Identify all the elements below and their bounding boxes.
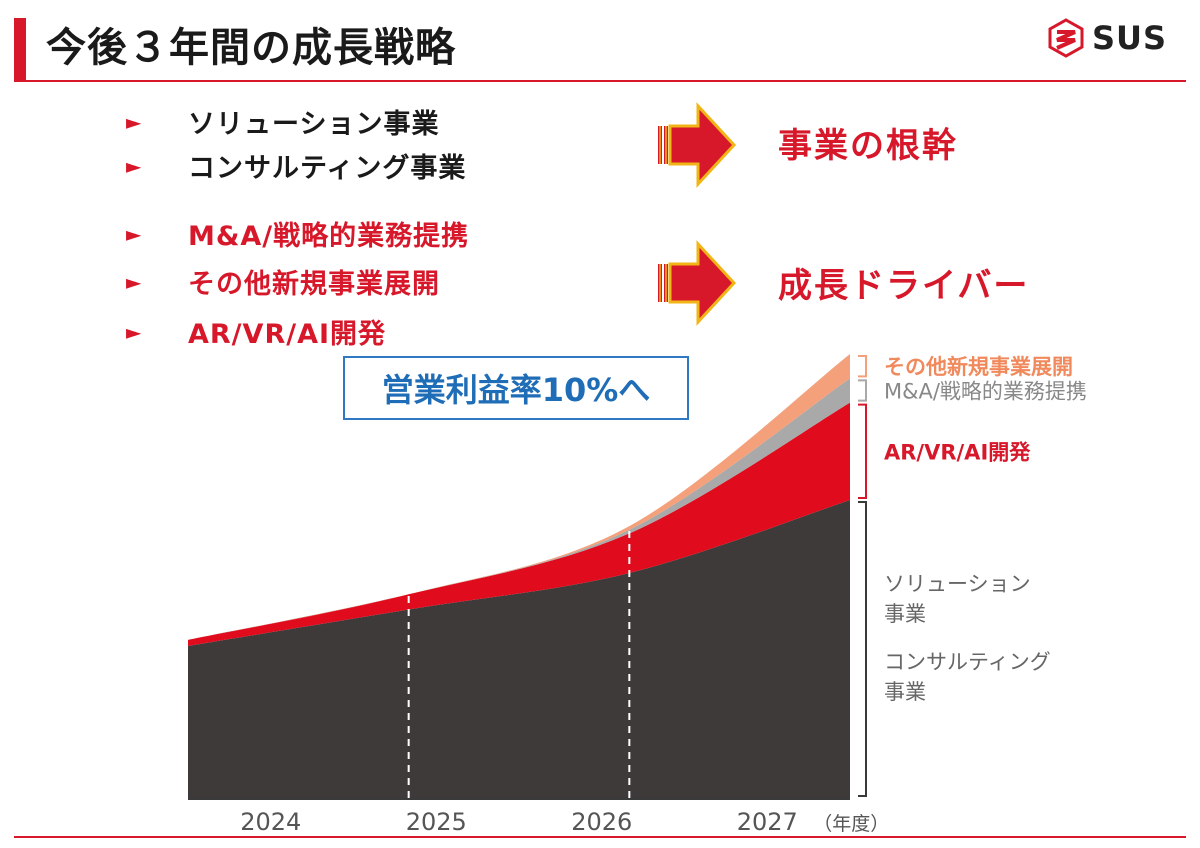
bullet-text: ソリューション事業 <box>188 109 440 140</box>
x-axis-unit-label: （年度） <box>813 813 889 835</box>
bullet-ma: ► M&A/戦略的業務提携 <box>126 214 469 253</box>
bullet-text: M&A/戦略的業務提携 <box>188 221 470 252</box>
logo-text: SUS <box>1092 19 1168 57</box>
area-ar-vr-ai <box>188 402 850 646</box>
bullet-marker-icon: ► <box>126 221 142 246</box>
bullet-consulting: ► コンサルティング事業 <box>126 146 466 185</box>
bracket-new-business <box>858 355 867 378</box>
bracket-ar-vr-ai <box>858 403 867 499</box>
label-core-business: ソリューション <box>884 572 1031 596</box>
bullet-text: コンサルティング事業 <box>188 153 467 184</box>
title-divider <box>26 80 1186 82</box>
operating-margin-badge: 営業利益率10%へ <box>343 356 689 420</box>
bullet-solution: ► ソリューション事業 <box>126 102 439 141</box>
result-core: 事業の根幹 <box>778 126 958 166</box>
bracket-core-business <box>858 500 867 797</box>
bullet-marker-icon: ► <box>126 269 142 294</box>
bracket-ma-alliance <box>858 379 867 402</box>
bullet-marker-icon: ► <box>126 109 142 134</box>
footer-divider <box>14 836 1186 838</box>
result-growth: 成長ドライバー <box>778 266 1030 306</box>
title-accent-bar <box>14 18 26 82</box>
label-core-business: 事業 <box>884 602 926 626</box>
label-core-business: コンサルティング <box>884 650 1051 674</box>
arrow-right-icon-growth <box>658 240 737 326</box>
sus-logo-icon <box>1048 18 1084 58</box>
company-logo: SUS <box>1046 18 1167 58</box>
bullet-marker-icon: ► <box>126 319 142 344</box>
label-ar-vr-ai: AR/VR/AI開発 <box>884 440 1031 464</box>
x-tick-label: 2024 <box>240 808 301 836</box>
bullet-ar-vr-ai: ► AR/VR/AI開発 <box>126 312 386 351</box>
label-ma-alliance: M&A/戦略的業務提携 <box>884 379 1087 403</box>
bullet-new-business: ► その他新規事業展開 <box>126 262 440 301</box>
bullet-marker-icon: ► <box>126 153 142 178</box>
arrow-right-icon-core <box>658 102 737 188</box>
bullet-text: その他新規事業展開 <box>188 269 440 300</box>
area-core-business <box>188 499 850 798</box>
page-title: 今後３年間の成長戦略 <box>46 25 456 71</box>
x-tick-label: 2027 <box>737 808 798 836</box>
x-tick-label: 2025 <box>406 808 467 836</box>
x-tick-label: 2026 <box>571 808 632 836</box>
label-core-business: 事業 <box>884 680 926 704</box>
bullet-text: AR/VR/AI開発 <box>188 319 387 350</box>
label-new-business: その他新規事業展開 <box>884 355 1073 379</box>
